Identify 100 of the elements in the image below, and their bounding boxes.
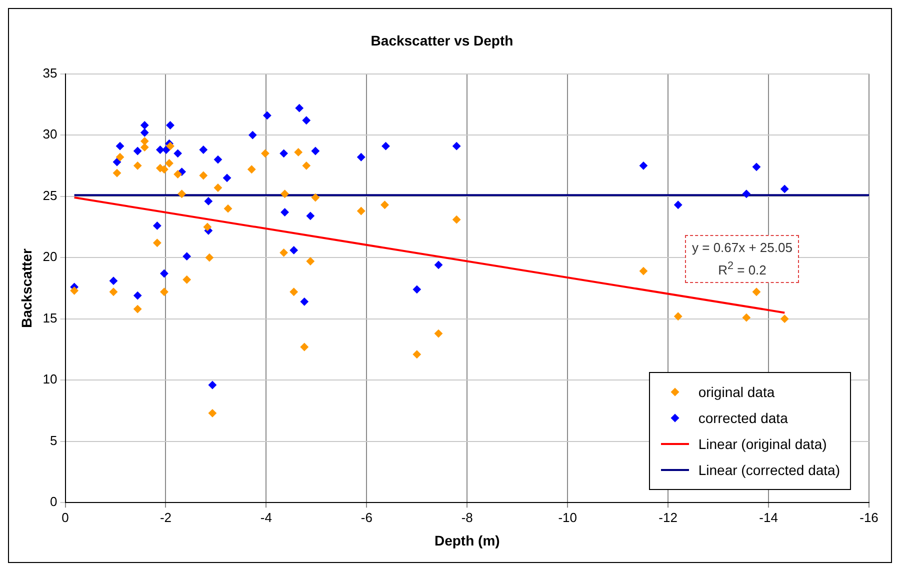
point xyxy=(70,286,78,295)
point xyxy=(248,131,257,140)
point xyxy=(140,121,149,130)
point xyxy=(434,330,442,338)
point xyxy=(140,137,149,146)
point xyxy=(780,184,789,193)
point xyxy=(140,143,149,152)
point xyxy=(113,169,121,178)
x-tick-label: -10 xyxy=(558,510,577,525)
point xyxy=(382,142,390,150)
point xyxy=(224,204,232,213)
point xyxy=(199,171,208,180)
point xyxy=(116,153,124,162)
x-tick-label: -2 xyxy=(160,510,172,525)
point xyxy=(109,288,118,296)
point xyxy=(261,149,270,158)
point xyxy=(153,238,162,247)
point xyxy=(208,409,216,418)
point xyxy=(160,270,168,278)
y-tick-label: 10 xyxy=(42,372,58,387)
legend-label: Linear (corrected data) xyxy=(698,462,840,478)
point xyxy=(280,248,288,257)
point xyxy=(204,197,212,206)
point xyxy=(166,121,174,130)
point xyxy=(742,314,750,322)
point xyxy=(160,288,168,296)
point xyxy=(280,190,289,198)
point xyxy=(780,314,789,323)
annotation: y = 0.67x + 25.05 xyxy=(692,239,792,257)
legend-label: corrected data xyxy=(698,410,788,426)
point xyxy=(263,111,272,120)
point xyxy=(290,288,298,296)
y-tick-label: 0 xyxy=(50,494,58,510)
x-tick-label: -12 xyxy=(658,510,678,525)
point xyxy=(290,246,298,254)
point xyxy=(134,162,142,170)
annotation: R$^{2}$ = 0.2 xyxy=(717,259,768,280)
point xyxy=(214,184,222,192)
point xyxy=(674,200,682,209)
legend-label: Linear (original data) xyxy=(698,436,827,452)
point xyxy=(182,276,191,284)
point xyxy=(134,292,142,300)
point xyxy=(357,153,366,162)
point xyxy=(357,207,366,216)
y-tick-label: 35 xyxy=(42,65,58,80)
point xyxy=(280,208,289,216)
y-axis-title: Backscatter xyxy=(18,248,34,328)
point xyxy=(639,267,648,276)
point xyxy=(182,252,191,260)
point xyxy=(113,158,121,166)
point xyxy=(311,194,320,202)
x-axis-title: Depth (m) xyxy=(434,532,500,548)
point xyxy=(300,343,308,352)
point xyxy=(116,142,124,150)
point xyxy=(380,200,389,209)
point xyxy=(300,298,308,306)
point xyxy=(452,142,461,150)
point xyxy=(434,260,442,269)
point xyxy=(205,254,214,262)
point xyxy=(140,128,149,137)
point xyxy=(203,222,212,231)
point xyxy=(306,212,314,220)
point xyxy=(156,146,164,154)
point xyxy=(280,149,288,158)
point xyxy=(302,116,310,124)
x-tick-label: -4 xyxy=(260,510,272,525)
point xyxy=(223,174,232,182)
y-tick-label: 20 xyxy=(42,249,58,264)
point xyxy=(639,162,648,170)
point xyxy=(302,162,310,170)
x-tick-label: -8 xyxy=(461,510,473,525)
point xyxy=(165,159,174,168)
point xyxy=(412,350,421,358)
point xyxy=(153,222,162,230)
point xyxy=(166,142,174,150)
point xyxy=(452,216,461,224)
x-tick-label: -14 xyxy=(759,510,778,525)
point xyxy=(199,146,208,154)
point xyxy=(214,156,222,164)
point xyxy=(306,257,314,266)
x-tick-label: 0 xyxy=(62,510,69,525)
point xyxy=(752,162,760,171)
point xyxy=(294,148,302,156)
legend-label: original data xyxy=(698,384,775,400)
point xyxy=(178,190,186,198)
y-tick-label: 30 xyxy=(42,126,58,142)
point xyxy=(742,190,750,198)
y-tick-label: 5 xyxy=(50,432,58,448)
point xyxy=(134,146,142,155)
point xyxy=(752,288,760,296)
point xyxy=(674,312,682,320)
point xyxy=(162,146,170,154)
point xyxy=(311,146,320,155)
point xyxy=(134,305,142,314)
point xyxy=(174,170,182,178)
point xyxy=(412,285,421,294)
point xyxy=(109,276,118,285)
x-tick-label: -16 xyxy=(860,510,878,525)
y-tick-label: 25 xyxy=(42,188,58,203)
point xyxy=(208,380,216,389)
